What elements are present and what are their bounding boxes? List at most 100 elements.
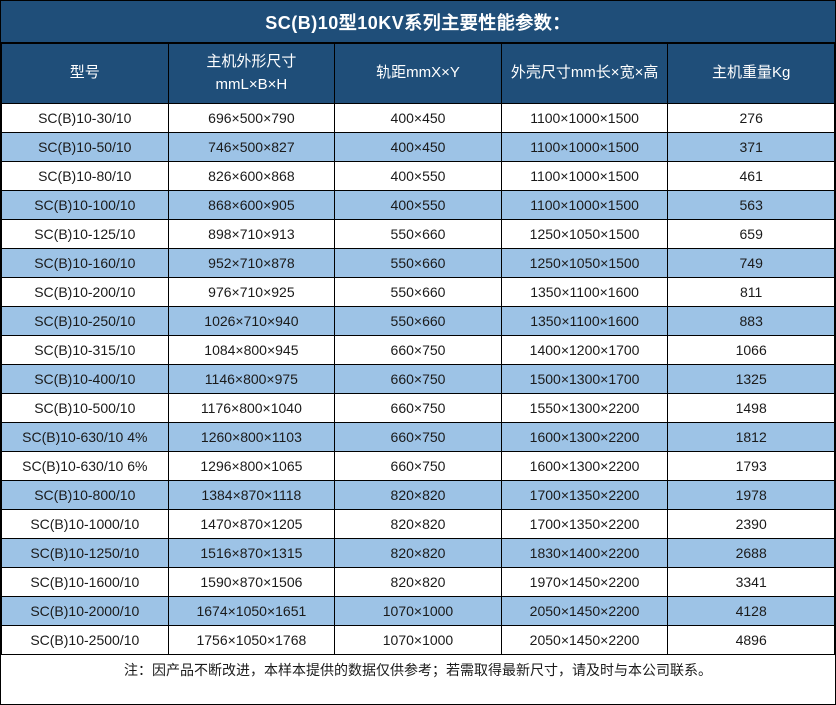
table-cell: 952×710×878 — [167, 248, 336, 278]
table-cell: 1084×800×945 — [167, 335, 336, 365]
table-cell: 3341 — [667, 567, 835, 597]
table-cell: 1146×800×975 — [167, 364, 336, 394]
table-cell: SC(B)10-630/10 6% — [1, 451, 169, 481]
table-row: SC(B)10-1250/10 1516×870×1315 820×820 1830×… — [1, 538, 835, 568]
table-cell: 1830×1400×2200 — [500, 538, 669, 568]
table-cell: SC(B)10-200/10 — [1, 277, 169, 307]
table-cell: 1756×1050×1768 — [167, 625, 336, 655]
table-cell: 1100×1000×1500 — [500, 190, 669, 220]
column-header-model: 型号 — [1, 43, 169, 104]
table-cell: 1070×1000 — [334, 625, 502, 655]
column-header-shell-dimensions: 外壳尺寸mm长×宽×高 — [500, 43, 669, 104]
table-row: SC(B)10-250/10 1026×710×940 550×660 1350×11… — [1, 306, 835, 336]
table-cell: 1176×800×1040 — [167, 393, 336, 423]
table-row: SC(B)10-160/10 952×710×878 550×660 1250×105… — [1, 248, 835, 278]
table-cell: 660×750 — [334, 393, 502, 423]
footer-note: 注：因产品不断改进，本样本提供的数据仅供参考；若需取得最新尺寸，请及时与本公司联… — [1, 655, 835, 684]
table-cell: 550×660 — [334, 306, 502, 336]
table-row: SC(B)10-125/10 898×710×913 550×660 1250×105… — [1, 219, 835, 249]
table-cell: SC(B)10-500/10 — [1, 393, 169, 423]
table-cell: 1812 — [667, 422, 835, 452]
table-cell: 2688 — [667, 538, 835, 568]
table-cell: 400×450 — [334, 132, 502, 162]
table-cell: 4896 — [667, 625, 835, 655]
table-cell: SC(B)10-250/10 — [1, 306, 169, 336]
table-cell: 1400×1200×1700 — [500, 335, 669, 365]
table-cell: 1100×1000×1500 — [500, 103, 669, 133]
table-cell: 550×660 — [334, 277, 502, 307]
table-cell: 820×820 — [334, 480, 502, 510]
table-row: SC(B)10-800/10 1384×870×1118 820×820 1700×1… — [1, 480, 835, 510]
table-cell: 1590×870×1506 — [167, 567, 336, 597]
table-cell: SC(B)10-80/10 — [1, 161, 169, 191]
table-cell: 660×750 — [334, 422, 502, 452]
table-row: SC(B)10-630/10 4% 1260×800×1103 660×750 160… — [1, 422, 835, 452]
table-cell: 811 — [667, 277, 835, 307]
table-cell: 898×710×913 — [167, 219, 336, 249]
column-header-weight: 主机重量Kg — [667, 43, 835, 104]
table-header: 型号 主机外形尺寸 mmL×B×H 轨距mmX×Y 外壳尺寸mm长×宽×高 主机重量Kg — [1, 43, 835, 104]
page-title: SC(B)10型10KV系列主要性能参数： — [1, 1, 835, 43]
table-cell: SC(B)10-1000/10 — [1, 509, 169, 539]
table-cell: 1978 — [667, 480, 835, 510]
column-header-line: 外壳尺寸mm长×宽×高 — [510, 64, 659, 82]
column-header-track-gauge: 轨距mmX×Y — [334, 43, 502, 104]
table-cell: 563 — [667, 190, 835, 220]
table-cell: 550×660 — [334, 219, 502, 249]
table-cell: 1674×1050×1651 — [167, 596, 336, 626]
column-header-line: 型号 — [69, 64, 100, 82]
table-row: SC(B)10-315/10 1084×800×945 660×750 1400×12… — [1, 335, 835, 365]
table-row: SC(B)10-100/10 868×600×905 400×550 1100×100… — [1, 190, 835, 220]
table-row: SC(B)10-1000/10 1470×870×1205 820×820 1700×… — [1, 509, 835, 539]
table-cell: 1350×1100×1600 — [500, 277, 669, 307]
table-cell: SC(B)10-2500/10 — [1, 625, 169, 655]
table-cell: 276 — [667, 103, 835, 133]
column-header-line: mmL×B×H — [215, 75, 288, 93]
table-cell: 749 — [667, 248, 835, 278]
table-row: SC(B)10-630/10 6% 1296×800×1065 660×750 160… — [1, 451, 835, 481]
table-row: SC(B)10-200/10 976×710×925 550×660 1350×110… — [1, 277, 835, 307]
table-cell: 660×750 — [334, 451, 502, 481]
table-cell: 660×750 — [334, 335, 502, 365]
table-cell: 1970×1450×2200 — [500, 567, 669, 597]
column-header-line: 主机重量Kg — [712, 64, 791, 82]
table-row: SC(B)10-1600/10 1590×870×1506 820×820 1970×… — [1, 567, 835, 597]
table-cell: 550×660 — [334, 248, 502, 278]
table-cell: 400×550 — [334, 190, 502, 220]
table-cell: 1250×1050×1500 — [500, 219, 669, 249]
table-cell: 1470×870×1205 — [167, 509, 336, 539]
table-cell: 820×820 — [334, 538, 502, 568]
table-cell: 1100×1000×1500 — [500, 161, 669, 191]
table-cell: SC(B)10-100/10 — [1, 190, 169, 220]
spec-table: 型号 主机外形尺寸 mmL×B×H 轨距mmX×Y 外壳尺寸mm长×宽×高 主机重量Kg … — [1, 43, 835, 655]
column-header-line: 主机外形尺寸 — [206, 53, 297, 70]
table-cell: 1384×870×1118 — [167, 480, 336, 510]
table-cell: 1296×800×1065 — [167, 451, 336, 481]
table-cell: SC(B)10-50/10 — [1, 132, 169, 162]
table-row: SC(B)10-50/10 746×500×827 400×450 1100×1000… — [1, 132, 835, 162]
table-cell: 1070×1000 — [334, 596, 502, 626]
table-cell: 1350×1100×1600 — [500, 306, 669, 336]
table-row: SC(B)10-500/10 1176×800×1040 660×750 1550×1… — [1, 393, 835, 423]
table-cell: 746×500×827 — [167, 132, 336, 162]
table-cell: 1026×710×940 — [167, 306, 336, 336]
table-cell: 1100×1000×1500 — [500, 132, 669, 162]
table-row: SC(B)10-30/10 696×500×790 400×450 1100×1000… — [1, 103, 835, 133]
table-cell: 371 — [667, 132, 835, 162]
table-cell: 1793 — [667, 451, 835, 481]
table-cell: SC(B)10-125/10 — [1, 219, 169, 249]
table-cell: 696×500×790 — [167, 103, 336, 133]
table-row: SC(B)10-2000/10 1674×1050×1651 1070×1000 20… — [1, 596, 835, 626]
table-cell: 868×600×905 — [167, 190, 336, 220]
table-cell: 461 — [667, 161, 835, 191]
table-cell: 820×820 — [334, 567, 502, 597]
table-row: SC(B)10-2500/10 1756×1050×1768 1070×1000 20… — [1, 625, 835, 655]
table-cell: SC(B)10-30/10 — [1, 103, 169, 133]
table-cell: 400×450 — [334, 103, 502, 133]
table-cell: 1260×800×1103 — [167, 422, 336, 452]
table-cell: 1600×1300×2200 — [500, 422, 669, 452]
table-cell: SC(B)10-1600/10 — [1, 567, 169, 597]
table-cell: 1700×1350×2200 — [500, 480, 669, 510]
table-cell: SC(B)10-630/10 4% — [1, 422, 169, 452]
